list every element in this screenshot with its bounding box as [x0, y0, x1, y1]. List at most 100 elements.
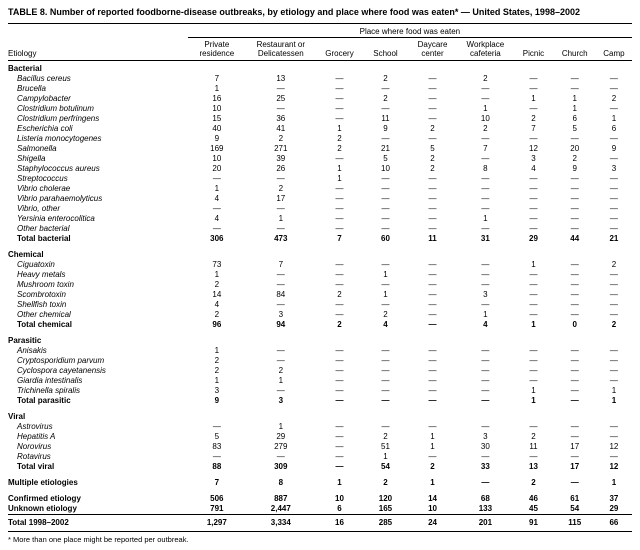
table-row: Yersinia enterocolitica 4 1 — — — 1 — — —: [8, 214, 632, 224]
etiology-label: Total bacterial: [17, 233, 71, 243]
value-cell: —: [428, 309, 437, 319]
value-cell: —: [276, 203, 285, 213]
value-cell: 1: [214, 375, 220, 385]
etiology-label: Vibrio, other: [17, 203, 60, 213]
value-cell: 1: [383, 289, 388, 299]
value-cell: —: [276, 103, 285, 113]
value-cell: 1: [337, 163, 342, 173]
value-cell: —: [381, 133, 390, 143]
value-cell: 2: [383, 309, 388, 319]
value-cell: 4: [531, 163, 536, 173]
value-cell: —: [276, 299, 285, 309]
table-row: Campylobacter 16 25 — 2 — — 1 1 2: [8, 94, 632, 104]
value-cell: 5: [430, 143, 435, 153]
value-cell: —: [428, 183, 437, 193]
value-cell: 13: [276, 73, 286, 83]
value-cell: 2: [383, 477, 388, 487]
etiology-label: Staphylococcus aureus: [17, 163, 100, 173]
value-cell: 6: [611, 123, 617, 133]
value-cell: 3: [278, 395, 284, 405]
value-cell: [408, 330, 458, 346]
value-cell: —: [335, 279, 344, 289]
value-cell: 8: [278, 477, 284, 487]
value-cell: —: [276, 451, 285, 461]
value-cell: —: [428, 193, 437, 203]
value-cell: —: [570, 477, 579, 487]
value-cell: —: [335, 73, 344, 83]
value-cell: —: [529, 289, 538, 299]
value-cell: 5: [214, 431, 220, 441]
value-cell: —: [381, 259, 390, 269]
value-cell: 2: [337, 319, 342, 329]
value-cell: —: [529, 83, 538, 93]
etiology-label: Viral: [8, 411, 26, 421]
value-cell: [188, 330, 246, 346]
etiology-label: Total 1998–2002: [8, 513, 188, 531]
column-header: Picnic: [513, 37, 554, 61]
value-cell: 2: [337, 289, 342, 299]
value-cell: 120: [378, 493, 393, 503]
value-cell: —: [529, 309, 538, 319]
value-cell: 84: [276, 289, 286, 299]
value-cell: 8: [483, 163, 488, 173]
value-cell: 94: [276, 319, 286, 329]
value-cell: 83: [212, 441, 222, 451]
value-cell: —: [529, 375, 538, 385]
table-body: Bacterial Bacillus cereus 7 13—2—2— — — Brucel…: [8, 60, 632, 531]
value-cell: 25: [276, 93, 286, 103]
value-cell: —: [570, 279, 579, 289]
value-cell: —: [335, 153, 344, 163]
value-cell: —: [570, 385, 579, 395]
value-cell: —: [481, 477, 490, 487]
value-cell: —: [428, 365, 437, 375]
value-cell: 10: [480, 113, 490, 123]
value-cell: —: [570, 259, 579, 269]
value-cell: 1: [531, 319, 536, 329]
table-row: Scombrotoxin 14 84 2 1 — 3 — — —: [8, 290, 632, 300]
value-cell: —: [570, 451, 579, 461]
value-cell: —: [335, 385, 344, 395]
value-cell: [316, 60, 364, 74]
value-cell: 5: [572, 123, 577, 133]
value-cell: 14: [212, 289, 222, 299]
table-row: Norovirus 83 279 — 51 1 30 11 17 12: [8, 442, 632, 452]
value-cell: —: [335, 441, 344, 451]
value-cell: —: [335, 355, 344, 365]
value-cell: 1: [278, 213, 284, 223]
value-cell: 2: [383, 431, 388, 441]
etiology-label: Vibrio parahaemolyticus: [17, 193, 103, 203]
value-cell: —: [609, 365, 618, 375]
table-row: Listeria monocytogenes 9 2 2 — — — — — —: [8, 134, 632, 144]
value-cell: [457, 406, 513, 422]
value-cell: —: [381, 375, 390, 385]
value-cell: [596, 406, 632, 422]
value-cell: —: [529, 345, 538, 355]
value-cell: —: [481, 93, 490, 103]
etiology-label: Mushroom toxin: [17, 279, 74, 289]
value-cell: —: [609, 73, 618, 83]
value-cell: —: [570, 309, 579, 319]
table-title: TABLE 8. Number of reported foodborne-di…: [8, 7, 632, 24]
value-cell: 3: [214, 385, 220, 395]
value-cell: —: [428, 299, 437, 309]
value-cell: 66: [595, 513, 632, 531]
value-cell: —: [609, 83, 618, 93]
value-cell: —: [335, 375, 344, 385]
value-cell: —: [381, 173, 390, 183]
value-cell: [316, 244, 364, 260]
value-cell: 4: [483, 319, 488, 329]
value-cell: 306: [210, 233, 224, 243]
value-cell: 7: [214, 477, 220, 487]
value-cell: [246, 244, 316, 260]
column-header: Church: [553, 37, 596, 61]
value-cell: —: [609, 203, 618, 213]
value-cell: 10: [335, 493, 344, 503]
value-cell: 30: [480, 441, 490, 451]
value-cell: 271: [274, 143, 288, 153]
etiology-label: Bacterial: [8, 63, 42, 73]
value-cell: 115: [553, 513, 596, 531]
column-header: Restaurant or Delicatessen: [245, 37, 316, 61]
value-cell: 3: [483, 431, 488, 441]
value-cell: 1: [278, 421, 284, 431]
value-cell: —: [428, 355, 437, 365]
